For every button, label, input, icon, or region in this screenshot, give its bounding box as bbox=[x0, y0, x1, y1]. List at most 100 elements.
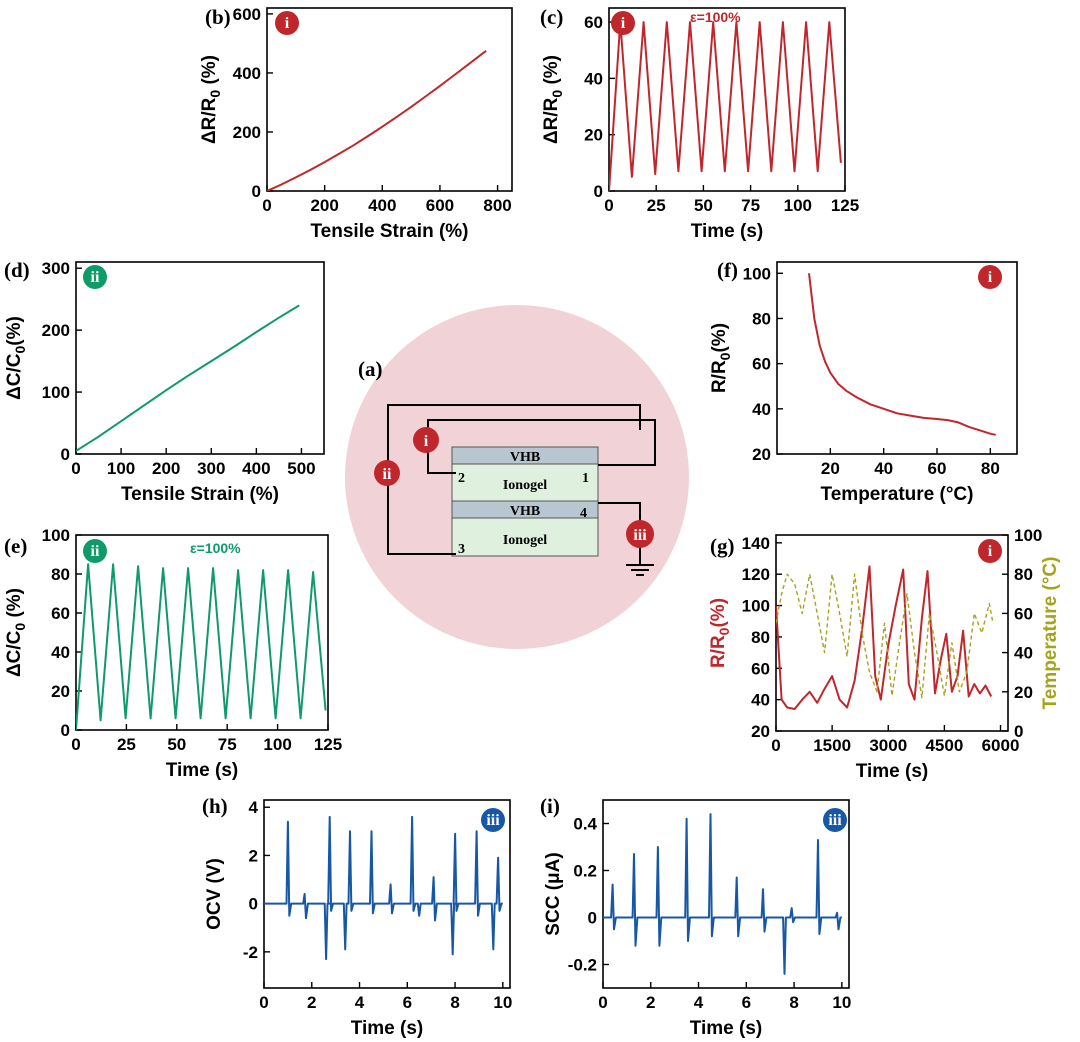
badge-text: i bbox=[988, 269, 993, 286]
badge-text: i bbox=[988, 543, 993, 560]
y-tick-label: 0 bbox=[61, 721, 70, 740]
y2-tick-label: 60 bbox=[1014, 604, 1033, 623]
badge-i: i bbox=[978, 539, 1002, 563]
panel-label: (c) bbox=[540, 5, 563, 29]
series-line-g-0 bbox=[776, 565, 993, 710]
badge-ii: ii bbox=[83, 539, 107, 563]
terminal-1: 1 bbox=[582, 471, 589, 486]
y-tick-label: 60 bbox=[751, 659, 770, 678]
y-tick-label: 200 bbox=[42, 321, 70, 340]
y-tick-label: 80 bbox=[752, 309, 771, 328]
y-tick-label: 20 bbox=[751, 722, 770, 741]
terminal-2: 2 bbox=[458, 471, 465, 486]
chart-b: 0 200 400 600 800 0 200 400 600 Tensile Strain (%… bbox=[199, 5, 513, 242]
series-line-d-0 bbox=[76, 304, 300, 452]
x-tick-label: 8 bbox=[450, 993, 459, 1012]
y2-tick-label: 20 bbox=[1014, 683, 1033, 702]
x-tick-label: 25 bbox=[117, 735, 136, 754]
x-axis-label: Time (s) bbox=[166, 760, 239, 781]
y-tick-label: 20 bbox=[584, 126, 603, 145]
plot-frame-b bbox=[266, 7, 513, 192]
y-tick-label: 0 bbox=[249, 895, 258, 914]
panel-label: (b) bbox=[205, 5, 231, 29]
circuit-wires bbox=[387, 404, 656, 576]
y-tick-label: 600 bbox=[233, 5, 261, 24]
x-tick-label: 75 bbox=[218, 735, 237, 754]
y-tick-label: 40 bbox=[584, 69, 603, 88]
x-tick-label: 0 bbox=[262, 196, 271, 215]
x-tick-label: 0 bbox=[71, 459, 80, 478]
y-tick-label: 40 bbox=[751, 691, 770, 710]
y-axis-label: ΔR/R0 (%) bbox=[541, 55, 565, 144]
y-tick-label: 400 bbox=[233, 64, 261, 83]
series-line-g-1 bbox=[776, 573, 994, 699]
badge-text: i bbox=[621, 15, 626, 32]
y-tick-label: 2 bbox=[249, 846, 258, 865]
y-tick-label: 20 bbox=[51, 682, 70, 701]
plot-frame-g bbox=[775, 534, 1009, 732]
y-tick-label: 100 bbox=[42, 526, 70, 545]
vhb-label-top: VHB bbox=[510, 450, 540, 465]
x-tick-label: 40 bbox=[874, 459, 893, 478]
plot-frame-h bbox=[263, 799, 511, 989]
badge-circle bbox=[823, 808, 847, 832]
series-line-f-0 bbox=[808, 273, 996, 436]
y-tick-label: 100 bbox=[743, 264, 771, 283]
badge-circle bbox=[611, 11, 635, 35]
x-axis-label: Tensile Strain (%) bbox=[310, 221, 468, 242]
chart-d: 0 100 200 300 400 500 0 100 200 300 Tensile Strain… bbox=[4, 258, 325, 505]
ionogel-layer-top bbox=[451, 463, 599, 502]
y-tick-label: 60 bbox=[584, 13, 603, 32]
badge-text: ii bbox=[91, 269, 100, 286]
x-axis-label: Time (s) bbox=[691, 221, 764, 242]
series-line-c-0 bbox=[609, 21, 842, 191]
svg-text:ii: ii bbox=[383, 466, 392, 483]
x-tick-label: 500 bbox=[287, 459, 315, 478]
schematic-diagram: (a) VHB Ionogel VHB Ionogel 1 2 3 4 i ii bbox=[345, 305, 689, 649]
y-tick-label: 0 bbox=[594, 182, 603, 201]
plot-frame-f bbox=[776, 261, 1018, 455]
panel-label: (g) bbox=[710, 534, 735, 558]
y-axis-label: ΔR/R0 (%) bbox=[199, 55, 223, 144]
chart-g: 0 1500 3000 4500 600020406080100120140020406… bbox=[708, 526, 1061, 782]
x-tick-label: 300 bbox=[197, 459, 225, 478]
x-tick-label: 8 bbox=[789, 993, 798, 1012]
plot-frame-e bbox=[75, 534, 329, 731]
y-tick-label: -0.2 bbox=[568, 956, 597, 975]
y-axis-label: R/R0(%) bbox=[709, 323, 733, 393]
y-tick-label: 200 bbox=[233, 123, 261, 142]
chart-e: 0 25 50 75 100 125 0 20 40 60 80 100 Time (s) ΔC/C0 (… bbox=[4, 526, 342, 781]
x-tick-label: 0 bbox=[259, 993, 268, 1012]
x-axis-label: Tensile Strain (%) bbox=[121, 484, 279, 505]
schematic-label: (a) bbox=[358, 357, 383, 381]
x-axis-label: Time (s) bbox=[690, 1018, 763, 1039]
badge-circle bbox=[83, 265, 107, 289]
x-tick-label: 125 bbox=[314, 735, 342, 754]
x-tick-label: 200 bbox=[310, 196, 338, 215]
x-tick-label: 400 bbox=[368, 196, 396, 215]
svg-text:i: i bbox=[424, 433, 429, 450]
terminal-4: 4 bbox=[580, 506, 587, 521]
x-tick-label: 0 bbox=[604, 196, 613, 215]
svg-text:iii: iii bbox=[633, 527, 647, 544]
x-tick-label: 25 bbox=[647, 196, 666, 215]
x-tick-label: 200 bbox=[152, 459, 180, 478]
x-tick-label: 10 bbox=[832, 993, 851, 1012]
badge-text: iii bbox=[486, 812, 500, 829]
x-tick-label: 20 bbox=[821, 459, 840, 478]
badge-text: iii bbox=[828, 812, 842, 829]
y-tick-label: 0 bbox=[252, 182, 261, 201]
badge-text: i bbox=[285, 15, 290, 32]
badge-iii: iii bbox=[481, 808, 505, 832]
panel-label: (h) bbox=[202, 794, 228, 818]
x-tick-label: 0 bbox=[71, 735, 80, 754]
panel-label: (e) bbox=[4, 534, 27, 558]
y-tick-label: 20 bbox=[752, 445, 771, 464]
badge-circle bbox=[978, 539, 1002, 563]
badge-i: i bbox=[275, 11, 299, 35]
x-tick-label: 6 bbox=[403, 993, 412, 1012]
x-tick-label: 125 bbox=[831, 196, 859, 215]
badge-circle bbox=[481, 808, 505, 832]
x-tick-label: 50 bbox=[167, 735, 186, 754]
